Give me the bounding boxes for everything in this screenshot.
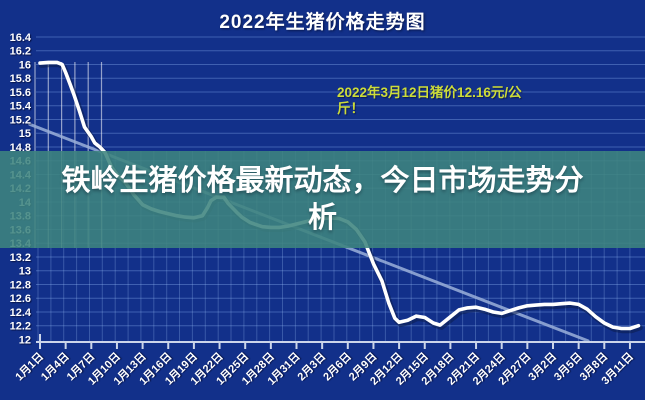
svg-text:15.6: 15.6 <box>10 87 31 99</box>
headline-line-1: 铁岭生猪价格最新动态，今日市场走势分 <box>61 164 584 197</box>
svg-text:16: 16 <box>19 60 31 72</box>
annotation-line-1: 2022年3月12日猪价12.16元/公 <box>337 85 522 100</box>
svg-text:12.6: 12.6 <box>10 293 31 305</box>
svg-text:12.4: 12.4 <box>10 307 32 319</box>
svg-text:15: 15 <box>19 128 31 140</box>
price-annotation: 2022年3月12日猪价12.16元/公 斤！ <box>337 85 542 117</box>
svg-text:13: 13 <box>19 266 31 278</box>
headline-line-2: 析 <box>307 201 337 234</box>
annotation-line-2: 斤！ <box>337 101 364 116</box>
svg-text:13.2: 13.2 <box>10 252 31 264</box>
svg-text:16.4: 16.4 <box>10 32 32 44</box>
chart-title: 2022年生猪价格走势图 <box>219 12 426 33</box>
svg-text:12: 12 <box>19 335 31 347</box>
headline-banner: 铁岭生猪价格最新动态，今日市场走势分 析 <box>0 151 645 248</box>
svg-text:12.8: 12.8 <box>10 280 31 292</box>
svg-text:15.4: 15.4 <box>10 101 32 113</box>
svg-text:15.2: 15.2 <box>10 115 31 127</box>
svg-text:15.8: 15.8 <box>10 73 31 85</box>
svg-text:12.2: 12.2 <box>10 321 31 333</box>
svg-text:16.2: 16.2 <box>10 46 31 58</box>
